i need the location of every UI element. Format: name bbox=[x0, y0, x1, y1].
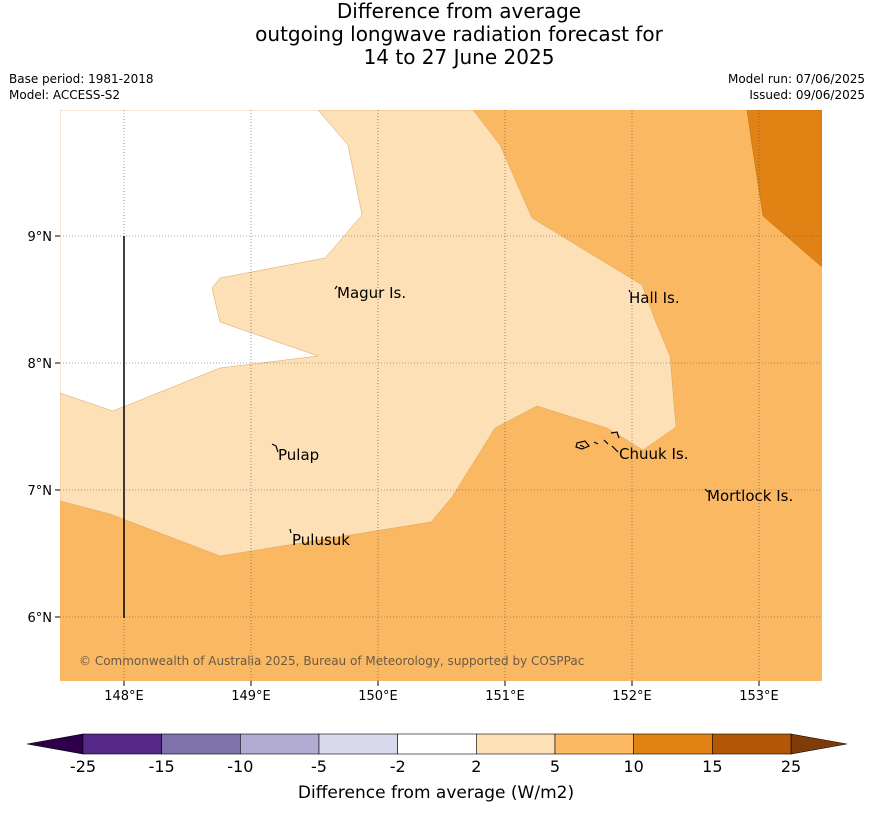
colorbar-swatch bbox=[476, 733, 556, 755]
colorbar-tick-label: -10 bbox=[227, 757, 253, 776]
band-10-15 bbox=[746, 110, 822, 268]
colorbar-tick-label: 2 bbox=[471, 757, 481, 776]
island-mortlock bbox=[704, 488, 709, 493]
colorbar-under-arrow bbox=[26, 733, 84, 755]
colorbar-tick-label: -5 bbox=[311, 757, 327, 776]
colorbar-tick-label: -2 bbox=[390, 757, 406, 776]
island-chuuk bbox=[575, 431, 620, 453]
lat-tick-label: 9°N bbox=[28, 230, 53, 245]
colorbar-tick-label: 25 bbox=[781, 757, 801, 776]
island-hall bbox=[628, 289, 631, 293]
lat-tick-label: 8°N bbox=[28, 357, 53, 372]
base-period: Base period: 1981-2018 bbox=[9, 72, 154, 86]
place-label: Chuuk Is. bbox=[619, 445, 688, 463]
colorbar-swatch bbox=[633, 733, 713, 755]
title-line-1: Difference from average bbox=[336, 0, 582, 23]
place-label: Pulap bbox=[278, 446, 319, 464]
colorbar-swatch bbox=[397, 733, 477, 755]
band-neutral bbox=[60, 110, 363, 412]
colorbar-tick-label: 5 bbox=[550, 757, 560, 776]
copyright-notice: © Commonwealth of Australia 2025, Bureau… bbox=[79, 654, 584, 668]
island-pulap bbox=[271, 443, 279, 453]
lon-tick-label: 150°E bbox=[358, 689, 398, 704]
colorbar-tick-label: -25 bbox=[70, 757, 96, 776]
lon-tick-label: 149°E bbox=[231, 689, 271, 704]
islands bbox=[271, 285, 709, 534]
place-label: Pulusuk bbox=[292, 531, 350, 549]
model-run: Model run: 07/06/2025 bbox=[727, 72, 865, 86]
lon-tick-label: 152°E bbox=[612, 689, 652, 704]
issued-date: Issued: 09/06/2025 bbox=[749, 88, 865, 102]
lon-tick-label: 148°E bbox=[104, 689, 144, 704]
colorbar-tick-label: -15 bbox=[149, 757, 175, 776]
colorbar-tick-label: 10 bbox=[623, 757, 643, 776]
lat-tick-label: 7°N bbox=[28, 484, 53, 499]
model-name: Model: ACCESS-S2 bbox=[9, 88, 121, 102]
lon-tick-label: 151°E bbox=[485, 689, 525, 704]
island-magur bbox=[334, 285, 338, 290]
map-area: Magur Is. Hall Is. Pulap Chuuk Is. Mortl… bbox=[60, 110, 822, 681]
title-line-2: outgoing longwave radiation forecast for bbox=[255, 22, 663, 46]
title-line-3: 14 to 27 June 2025 bbox=[363, 45, 555, 69]
place-label: Hall Is. bbox=[629, 289, 680, 307]
colorbar-over-arrow bbox=[790, 733, 848, 755]
colorbar-title: Difference from average (W/m2) bbox=[298, 783, 574, 803]
colorbar: -25 -15 -10 -5 -2 2 5 10 15 25 bbox=[26, 733, 848, 776]
colorbar-tick-label: 15 bbox=[702, 757, 722, 776]
place-label: Magur Is. bbox=[337, 284, 406, 302]
colorbar-swatch bbox=[82, 733, 162, 755]
chart-title: Difference from average outgoing longwav… bbox=[0, 0, 873, 69]
colorbar-swatch bbox=[240, 733, 320, 755]
axis-ticks bbox=[55, 235, 760, 686]
lat-tick-label: 6°N bbox=[28, 611, 53, 626]
colorbar-swatch bbox=[554, 733, 634, 755]
place-label: Mortlock Is. bbox=[707, 487, 793, 505]
colorbar-swatch bbox=[712, 733, 792, 755]
colorbar-swatch bbox=[161, 733, 241, 755]
island-pulusuk bbox=[289, 528, 292, 534]
meta-right: Model run: 07/06/2025 Issued: 09/06/2025 bbox=[728, 71, 865, 103]
colorbar-swatch bbox=[318, 733, 398, 755]
meta-left: Base period: 1981-2018 Model: ACCESS-S2 bbox=[9, 71, 154, 103]
lon-tick-label: 153°E bbox=[739, 689, 779, 704]
